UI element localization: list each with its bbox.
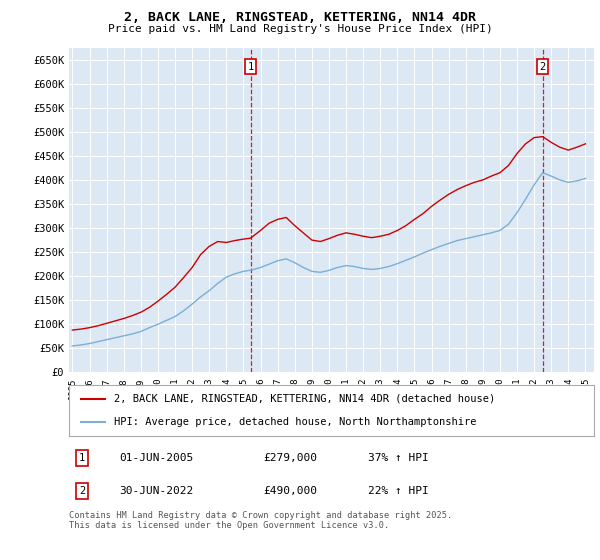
Text: HPI: Average price, detached house, North Northamptonshire: HPI: Average price, detached house, Nort… [113,417,476,427]
Text: 30-JUN-2022: 30-JUN-2022 [119,486,193,496]
Text: £279,000: £279,000 [263,453,317,463]
Text: 1: 1 [247,62,254,72]
Text: 2, BACK LANE, RINGSTEAD, KETTERING, NN14 4DR (detached house): 2, BACK LANE, RINGSTEAD, KETTERING, NN14… [113,394,495,404]
Text: Contains HM Land Registry data © Crown copyright and database right 2025.
This d: Contains HM Land Registry data © Crown c… [69,511,452,530]
Text: 2: 2 [79,486,85,496]
Text: 2: 2 [539,62,546,72]
Text: 01-JUN-2005: 01-JUN-2005 [119,453,193,463]
Text: Price paid vs. HM Land Registry's House Price Index (HPI): Price paid vs. HM Land Registry's House … [107,24,493,34]
Text: 1: 1 [79,453,85,463]
Text: 2, BACK LANE, RINGSTEAD, KETTERING, NN14 4DR: 2, BACK LANE, RINGSTEAD, KETTERING, NN14… [124,11,476,24]
Text: £490,000: £490,000 [263,486,317,496]
Text: 22% ↑ HPI: 22% ↑ HPI [368,486,429,496]
Text: 37% ↑ HPI: 37% ↑ HPI [368,453,429,463]
